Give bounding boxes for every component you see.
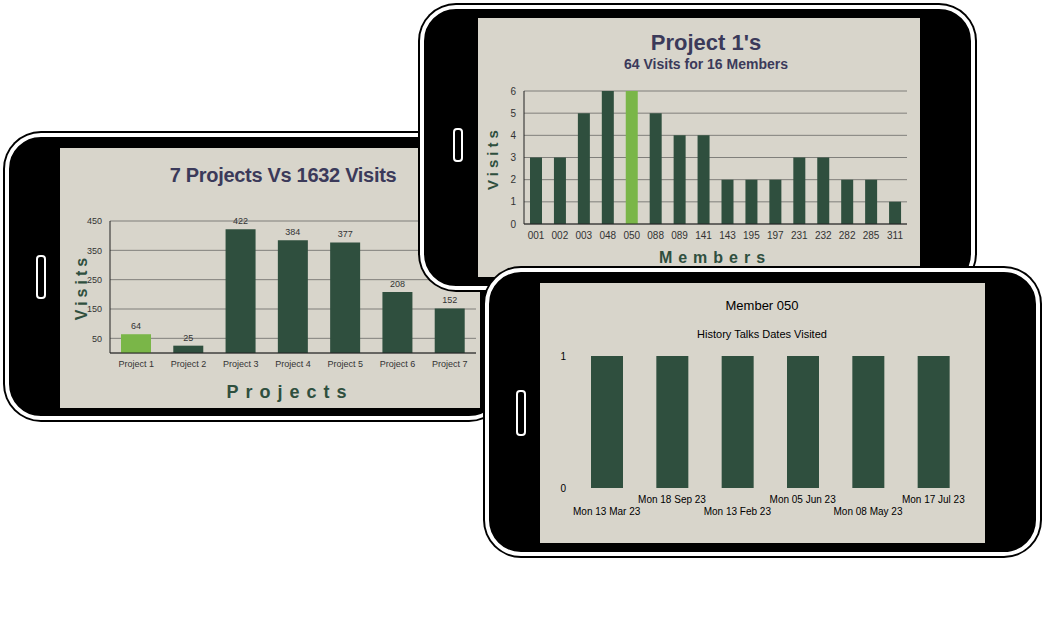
svg-text:1: 1 xyxy=(560,351,566,362)
html-text:History Talks Dates Visited: History Talks Dates Visited xyxy=(697,327,827,340)
svg-text:384: 384 xyxy=(285,227,300,237)
svg-text:377: 377 xyxy=(338,229,353,239)
html-text:Visits: Visits xyxy=(73,253,90,321)
svg-text:197: 197 xyxy=(767,230,784,241)
svg-text:231: 231 xyxy=(791,230,808,241)
svg-text:250: 250 xyxy=(87,274,102,285)
svg-text:50: 50 xyxy=(92,334,102,344)
svg-text:001: 001 xyxy=(528,230,545,241)
svg-text:Mon 08 May 23: Mon 08 May 23 xyxy=(834,506,903,517)
svg-text:Project 2: Project 2 xyxy=(171,359,207,369)
svg-text:25: 25 xyxy=(183,333,193,343)
svg-text:4: 4 xyxy=(510,130,516,141)
svg-text:141: 141 xyxy=(695,230,712,241)
html-text:Members: Members xyxy=(658,249,772,266)
html-text:Member 050: Member 050 xyxy=(725,297,799,313)
svg-text:089: 089 xyxy=(671,230,688,241)
html-text:Projects: Projects xyxy=(226,382,354,402)
html-text:Project 1's: Project 1's xyxy=(650,30,762,55)
svg-text:0: 0 xyxy=(560,483,566,494)
html-text:64 Visits for 16 Members: 64 Visits for 16 Members xyxy=(624,56,788,72)
svg-text:Mon 17 Jul 23: Mon 17 Jul 23 xyxy=(902,494,965,505)
svg-text:282: 282 xyxy=(839,230,856,241)
svg-text:64: 64 xyxy=(131,321,141,331)
svg-text:Project 3: Project 3 xyxy=(223,359,259,369)
svg-text:232: 232 xyxy=(815,230,832,241)
svg-text:Mon 18 Sep 23: Mon 18 Sep 23 xyxy=(638,494,706,505)
svg-text:Project 5: Project 5 xyxy=(328,359,364,369)
svg-text:3: 3 xyxy=(510,152,516,163)
svg-text:Project 1: Project 1 xyxy=(118,359,154,369)
svg-text:1: 1 xyxy=(510,196,516,207)
svg-text:Project 6: Project 6 xyxy=(380,359,416,369)
svg-text:Mon 13 Feb 23: Mon 13 Feb 23 xyxy=(704,506,772,517)
html-text:7 Projects Vs 1632 Visits: 7 Projects Vs 1632 Visits xyxy=(169,164,397,186)
svg-text:422: 422 xyxy=(233,216,248,226)
svg-text:350: 350 xyxy=(87,245,102,256)
svg-text:088: 088 xyxy=(647,230,664,241)
svg-text:6: 6 xyxy=(510,86,516,97)
svg-text:048: 048 xyxy=(599,230,616,241)
svg-text:050: 050 xyxy=(623,230,640,241)
svg-text:2: 2 xyxy=(510,174,516,185)
html-text:Visits: Visits xyxy=(483,126,501,190)
svg-text:152: 152 xyxy=(442,295,457,305)
svg-text:285: 285 xyxy=(863,230,880,241)
svg-text:Mon 13 Mar 23: Mon 13 Mar 23 xyxy=(573,506,641,517)
svg-text:195: 195 xyxy=(743,230,760,241)
svg-text:208: 208 xyxy=(390,279,405,289)
svg-text:002: 002 xyxy=(552,230,569,241)
svg-text:0: 0 xyxy=(510,219,516,230)
svg-text:003: 003 xyxy=(576,230,593,241)
svg-text:Project 4: Project 4 xyxy=(275,359,311,369)
svg-text:450: 450 xyxy=(87,216,102,226)
svg-text:311: 311 xyxy=(887,230,903,241)
svg-text:Project 7: Project 7 xyxy=(432,359,468,369)
svg-text:143: 143 xyxy=(719,230,736,241)
svg-text:150: 150 xyxy=(87,304,102,315)
svg-text:5: 5 xyxy=(510,108,516,119)
svg-text:Mon 05 Jun 23: Mon 05 Jun 23 xyxy=(770,494,837,505)
